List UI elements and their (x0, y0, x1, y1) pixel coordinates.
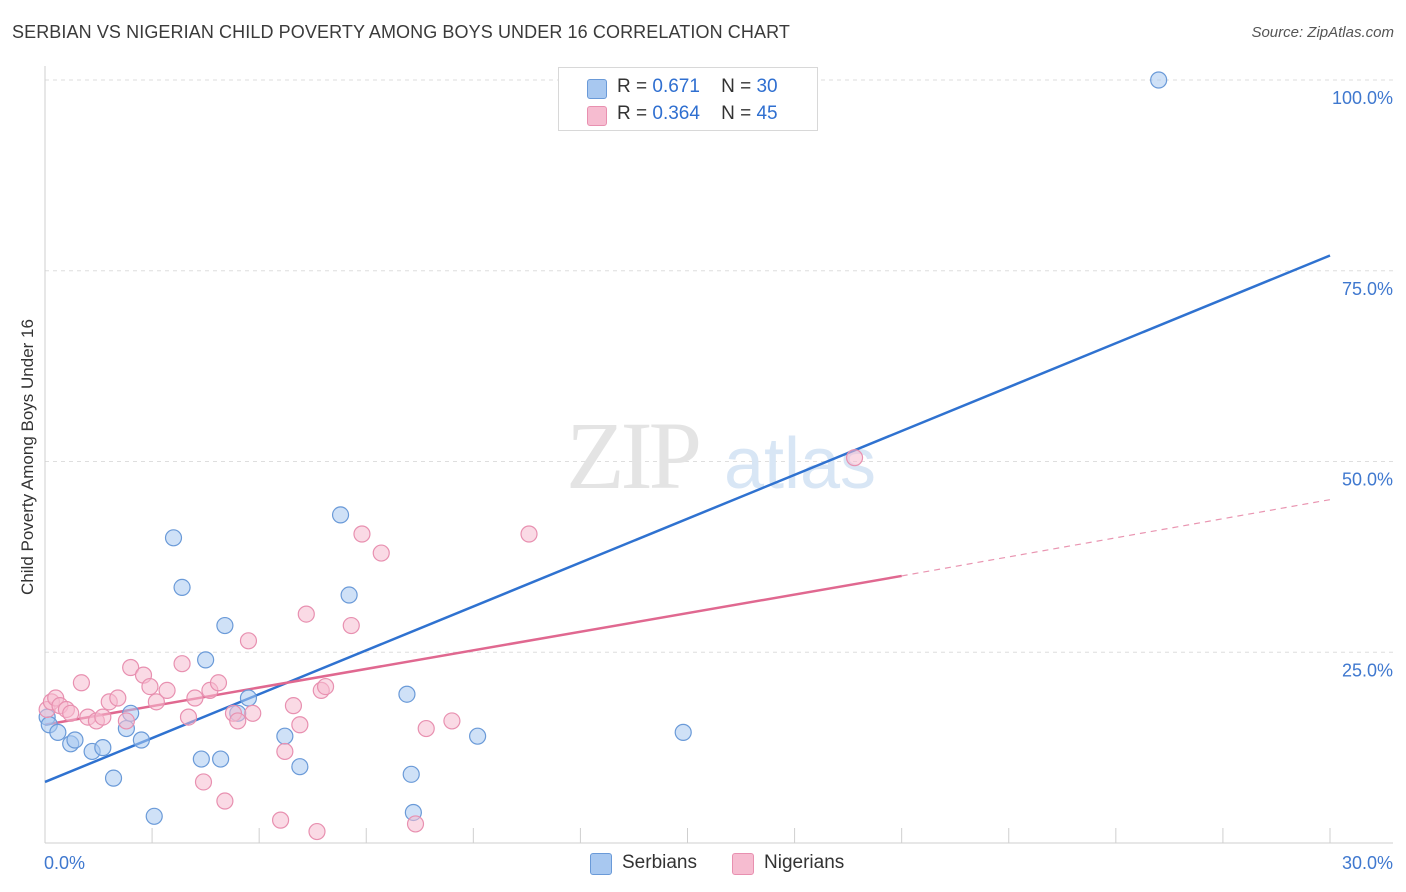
y-tick-label: 25.0% (1342, 660, 1393, 680)
point-serbians (192, 750, 210, 768)
axes (44, 66, 1393, 844)
point-nigerians (406, 815, 425, 833)
point-nigerians (186, 689, 204, 707)
point-serbians (216, 616, 234, 635)
series-label-serbians: Serbians (622, 852, 697, 873)
point-nigerians (239, 632, 258, 650)
point-nigerians (284, 697, 303, 715)
point-serbians (331, 506, 350, 524)
n-label: N = (721, 103, 752, 124)
series-label-nigerians: Nigerians (764, 852, 845, 873)
watermark-zip: ZIP (566, 402, 699, 509)
point-nigerians (141, 677, 159, 696)
point-nigerians (308, 822, 326, 841)
trend-lines (44, 254, 1331, 784)
point-nigerians (109, 689, 127, 707)
r-value-nigerians: 0.364 (652, 103, 700, 124)
watermark: ZIP atlas (566, 402, 876, 509)
point-nigerians (173, 655, 191, 673)
point-nigerians (209, 674, 228, 692)
trend-line-nigerians (44, 574, 902, 726)
grid-lines (45, 79, 1393, 653)
y-tick-label: 50.0% (1342, 470, 1393, 490)
point-nigerians (216, 792, 234, 810)
source-label: Source: ZipAtlas.com (1251, 24, 1394, 41)
point-serbians (291, 758, 309, 776)
point-nigerians (117, 712, 135, 730)
y-tick-label: 100.0% (1332, 88, 1393, 108)
n-label: N = (721, 76, 752, 97)
point-serbians (340, 586, 358, 604)
legend-swatch-nigerians (587, 106, 607, 126)
point-serbians (94, 739, 112, 757)
point-nigerians (72, 674, 91, 692)
point-nigerians (520, 525, 538, 543)
point-serbians (239, 689, 258, 707)
series-swatch-serbians (590, 853, 612, 875)
point-nigerians (316, 677, 335, 696)
point-nigerians (276, 742, 294, 761)
r-value-serbians: 0.671 (652, 76, 700, 97)
point-serbians (132, 731, 150, 749)
point-serbians (145, 807, 163, 825)
point-serbians (212, 750, 230, 768)
legend-text-nigerians: R = 0.364 N = 45 (617, 103, 778, 125)
point-nigerians (122, 658, 140, 677)
point-serbians (402, 765, 420, 783)
correlation-legend: R = 0.671 N = 30 R = 0.364 N = 45 (558, 67, 818, 131)
point-nigerians (94, 708, 112, 726)
n-value-serbians: 30 (756, 76, 778, 97)
point-nigerians (372, 544, 390, 562)
point-nigerians (291, 716, 309, 734)
point-serbians (49, 723, 67, 741)
point-serbians (276, 727, 294, 745)
point-nigerians (443, 712, 461, 730)
point-nigerians (147, 693, 165, 711)
point-serbians (173, 578, 191, 596)
point-nigerians (194, 773, 213, 791)
legend-text-serbians: R = 0.671 N = 30 (617, 76, 778, 98)
point-nigerians (417, 719, 435, 738)
point-serbians (104, 769, 123, 787)
point-nigerians (342, 616, 360, 635)
data-points (38, 71, 1168, 841)
point-nigerians (353, 525, 371, 543)
point-serbians (164, 529, 183, 547)
x-tick-label: 30.0% (1342, 853, 1393, 873)
point-nigerians (229, 712, 247, 730)
point-nigerians (62, 704, 80, 722)
point-nigerians (845, 449, 864, 467)
chart-title: SERBIAN VS NIGERIAN CHILD POVERTY AMONG … (12, 22, 790, 42)
r-label: R = (617, 76, 648, 97)
y-axis-label: Child Poverty Among Boys Under 16 (18, 319, 37, 595)
legend-swatch-serbians (587, 79, 607, 99)
trend-extension-nigerians (901, 499, 1331, 577)
point-nigerians (244, 704, 262, 722)
point-nigerians (297, 605, 315, 623)
point-serbians (1150, 71, 1168, 89)
point-serbians (398, 685, 416, 703)
point-nigerians (271, 811, 290, 829)
point-nigerians (179, 708, 198, 726)
n-value-nigerians: 45 (756, 103, 778, 124)
point-serbians (66, 731, 84, 749)
point-serbians (674, 723, 692, 741)
y-tick-label: 75.0% (1342, 279, 1393, 299)
point-nigerians (158, 681, 176, 700)
point-serbians (469, 727, 487, 745)
trend-line-serbians (44, 254, 1331, 784)
point-serbians (197, 651, 215, 669)
r-label: R = (617, 103, 648, 124)
tick-labels: 25.0% 50.0% 75.0% 100.0% 0.0% 30.0% (44, 88, 1393, 873)
x-tick-label: 0.0% (44, 853, 85, 873)
series-swatch-nigerians (732, 853, 754, 875)
